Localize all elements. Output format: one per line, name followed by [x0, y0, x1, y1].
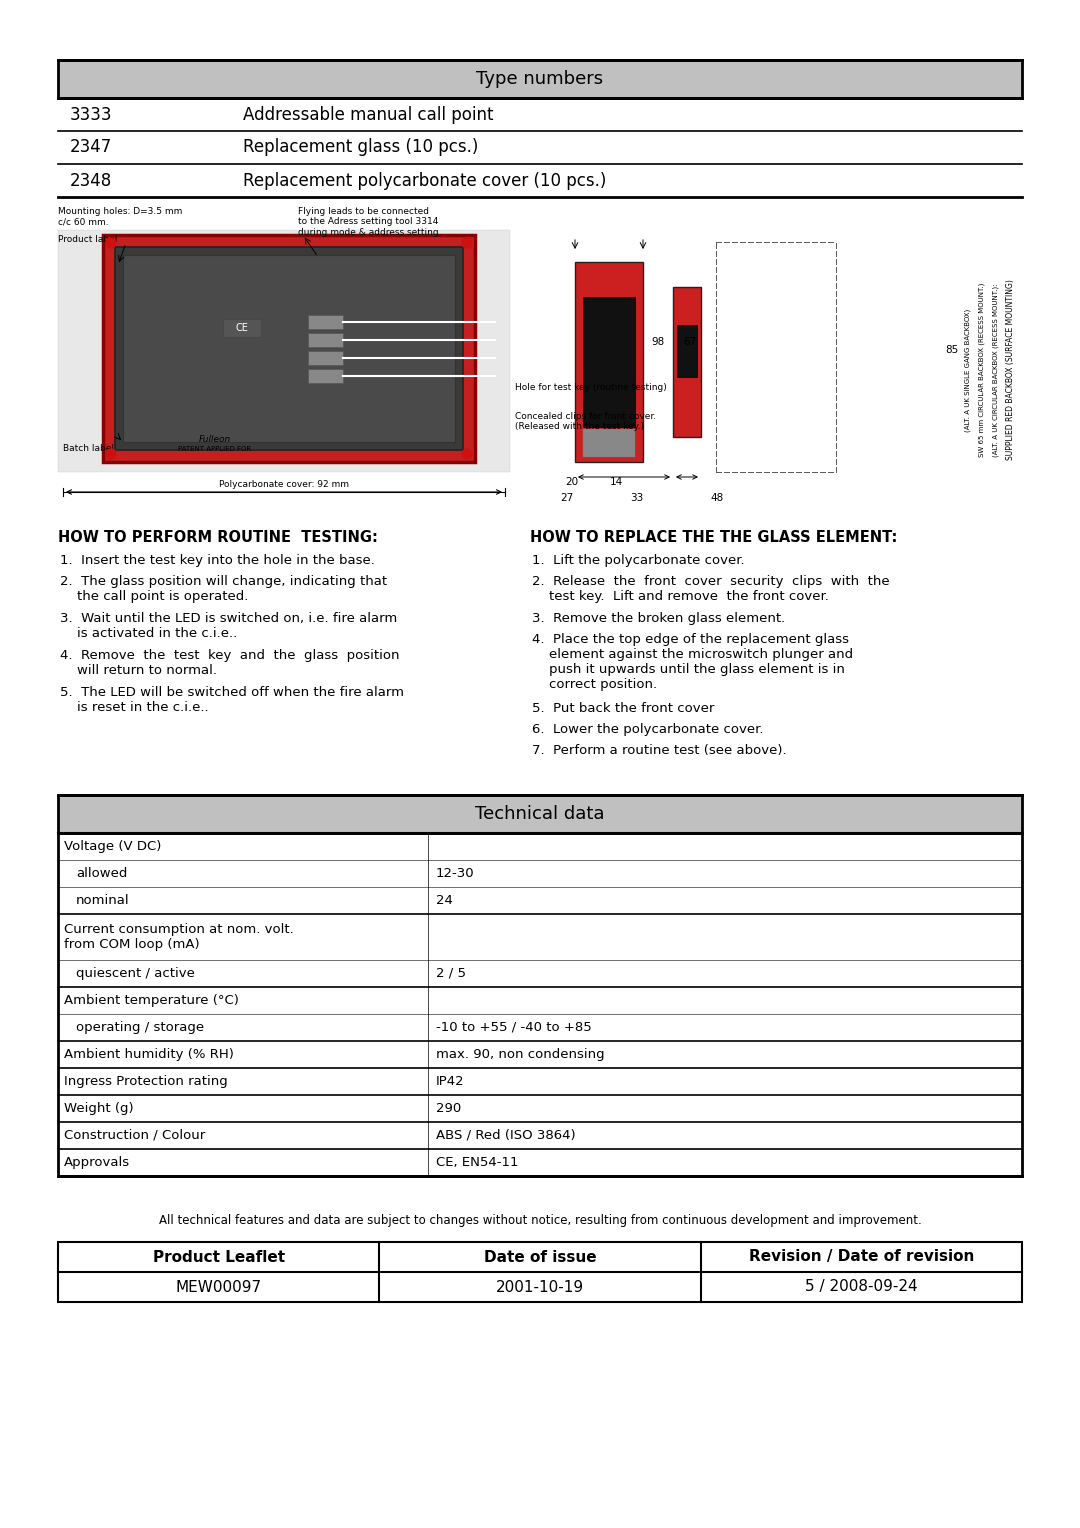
Text: Ambient humidity (% RH): Ambient humidity (% RH): [64, 1048, 234, 1060]
Text: 98: 98: [651, 338, 664, 347]
Bar: [58, 231, 510, 472]
Text: Revision / Date of revision: Revision / Date of revision: [748, 1250, 974, 1265]
Text: CE, EN54-11: CE, EN54-11: [436, 1157, 518, 1169]
Bar: [677, 324, 697, 377]
Text: -10 to +55 / -40 to +85: -10 to +55 / -40 to +85: [436, 1021, 592, 1034]
Text: 4.  Remove  the  test  key  and  the  glass  position
    will return to normal.: 4. Remove the test key and the glass pos…: [60, 649, 400, 677]
Bar: [308, 333, 342, 347]
Text: HOW TO PERFORM ROUTINE  TESTING:: HOW TO PERFORM ROUTINE TESTING:: [58, 530, 378, 545]
Bar: [58, 1242, 1022, 1302]
Text: 3.  Wait until the LED is switched on, i.e. fire alarm
    is activated in the c: 3. Wait until the LED is switched on, i.…: [60, 613, 397, 640]
Text: 4.  Place the top edge of the replacement glass
    element against the microswi: 4. Place the top edge of the replacement…: [532, 633, 853, 691]
Bar: [58, 60, 1022, 98]
Bar: [308, 315, 342, 329]
Text: Concealed clips for front cover.
(Released with the test key.): Concealed clips for front cover. (Releas…: [515, 413, 657, 431]
Text: Type numbers: Type numbers: [476, 70, 604, 89]
Text: HOW TO REPLACE THE THE GLASS ELEMENT:: HOW TO REPLACE THE THE GLASS ELEMENT:: [530, 530, 897, 545]
Text: (ALT. A UK SINGLE GANG BACKBOX): (ALT. A UK SINGLE GANG BACKBOX): [964, 309, 971, 431]
Text: Flying leads to be connected
to the Adress setting tool 3314
during mode & addre: Flying leads to be connected to the Adre…: [298, 206, 442, 237]
Text: 2001-10-19: 2001-10-19: [496, 1279, 584, 1294]
Circle shape: [462, 238, 472, 248]
Text: 48: 48: [710, 494, 724, 503]
Text: operating / storage: operating / storage: [76, 1021, 204, 1034]
Text: (ALT. A UK CIRCULAR BACKBOX (RECESS MOUNT.):: (ALT. A UK CIRCULAR BACKBOX (RECESS MOUN…: [993, 283, 999, 457]
Text: 24: 24: [436, 894, 453, 908]
Text: Batch label: Batch label: [63, 445, 114, 452]
Text: SUPPLIED RED BACKBOX (SURFACE MOUNTING): SUPPLIED RED BACKBOX (SURFACE MOUNTING): [1005, 280, 1014, 460]
Text: quiescent / active: quiescent / active: [76, 967, 194, 979]
Text: nominal: nominal: [76, 894, 130, 908]
Text: IP42: IP42: [436, 1076, 464, 1088]
Text: 20: 20: [565, 477, 578, 487]
Text: Ambient temperature (°C): Ambient temperature (°C): [64, 995, 239, 1007]
Text: 2.  The glass position will change, indicating that
    the call point is operat: 2. The glass position will change, indic…: [60, 575, 387, 604]
Text: 1.  Lift the polycarbonate cover.: 1. Lift the polycarbonate cover.: [532, 555, 744, 567]
Circle shape: [165, 313, 189, 338]
Text: 7.  Perform a routine test (see above).: 7. Perform a routine test (see above).: [532, 744, 786, 756]
Text: Fulleon: Fulleon: [199, 435, 231, 445]
Bar: [58, 795, 1022, 833]
Bar: [583, 429, 635, 457]
Text: 2.  Release  the  front  cover  security  clips  with  the
    test key.  Lift a: 2. Release the front cover security clip…: [532, 575, 890, 604]
Text: 33: 33: [630, 494, 644, 503]
Text: Construction / Colour: Construction / Colour: [64, 1129, 205, 1141]
Text: Ingress Protection rating: Ingress Protection rating: [64, 1076, 228, 1088]
Text: max. 90, non condensing: max. 90, non condensing: [436, 1048, 605, 1060]
Text: 27: 27: [561, 494, 573, 503]
Bar: [308, 368, 342, 382]
Text: 290: 290: [436, 1102, 461, 1115]
Text: 3333: 3333: [70, 105, 112, 124]
Circle shape: [462, 449, 472, 458]
Text: Date of issue: Date of issue: [484, 1250, 596, 1265]
Circle shape: [165, 393, 189, 417]
Text: MEW00097: MEW00097: [176, 1279, 261, 1294]
Bar: [673, 287, 701, 437]
Text: 12-30: 12-30: [436, 866, 474, 880]
Bar: [308, 350, 342, 365]
Bar: [114, 248, 463, 451]
Bar: [575, 261, 643, 461]
Text: 2348: 2348: [70, 171, 112, 189]
Text: 5.  The LED will be switched off when the fire alarm
    is reset in the c.i.e..: 5. The LED will be switched off when the…: [60, 686, 404, 714]
Text: Hole for test key (routine testing): Hole for test key (routine testing): [515, 384, 666, 393]
Text: Replacement glass (10 pcs.): Replacement glass (10 pcs.): [243, 139, 478, 156]
Text: 1.  Insert the test key into the hole in the base.: 1. Insert the test key into the hole in …: [60, 555, 375, 567]
Text: 2347: 2347: [70, 139, 112, 156]
Text: 85: 85: [945, 345, 959, 354]
Bar: [103, 235, 475, 461]
Text: 67: 67: [683, 338, 697, 347]
Circle shape: [106, 238, 116, 248]
Text: allowed: allowed: [76, 866, 127, 880]
Text: Polycarbonate cover: 92 mm: Polycarbonate cover: 92 mm: [219, 480, 349, 489]
Text: 6.  Lower the polycarbonate cover.: 6. Lower the polycarbonate cover.: [532, 723, 764, 736]
Bar: [583, 296, 635, 426]
Text: Mounting holes: D=3.5 mm
c/c 60 mm.: Mounting holes: D=3.5 mm c/c 60 mm.: [58, 206, 183, 226]
Text: All technical features and data are subject to changes without notice, resulting: All technical features and data are subj…: [159, 1215, 921, 1227]
Text: 14: 14: [610, 477, 623, 487]
Text: Technical data: Technical data: [475, 805, 605, 824]
Text: Replacement polycarbonate cover (10 pcs.): Replacement polycarbonate cover (10 pcs.…: [243, 171, 606, 189]
Text: PATENT APPLIED FOR: PATENT APPLIED FOR: [178, 446, 252, 452]
Text: ABS / Red (ISO 3864): ABS / Red (ISO 3864): [436, 1129, 576, 1141]
Text: CE: CE: [235, 322, 248, 333]
Text: Voltage (V DC): Voltage (V DC): [64, 840, 161, 853]
Text: 5.  Put back the front cover: 5. Put back the front cover: [532, 701, 714, 715]
Text: 5 / 2008-09-24: 5 / 2008-09-24: [805, 1279, 918, 1294]
Text: Addressable manual call point: Addressable manual call point: [243, 105, 494, 124]
Bar: [123, 255, 455, 442]
Text: 3.  Remove the broken glass element.: 3. Remove the broken glass element.: [532, 613, 785, 625]
Text: Weight (g): Weight (g): [64, 1102, 134, 1115]
Text: SW 65 mm CIRCULAR BACKBOX (RECESS MOUNT.): SW 65 mm CIRCULAR BACKBOX (RECESS MOUNT.…: [978, 283, 985, 457]
Text: Approvals: Approvals: [64, 1157, 130, 1169]
Text: Product label: Product label: [58, 235, 118, 244]
Bar: [222, 319, 260, 338]
Text: Product Leaflet: Product Leaflet: [152, 1250, 285, 1265]
Text: 2 / 5: 2 / 5: [436, 967, 465, 979]
Circle shape: [106, 449, 116, 458]
Text: Current consumption at nom. volt.
from COM loop (mA): Current consumption at nom. volt. from C…: [64, 923, 294, 950]
Bar: [58, 833, 1022, 1177]
